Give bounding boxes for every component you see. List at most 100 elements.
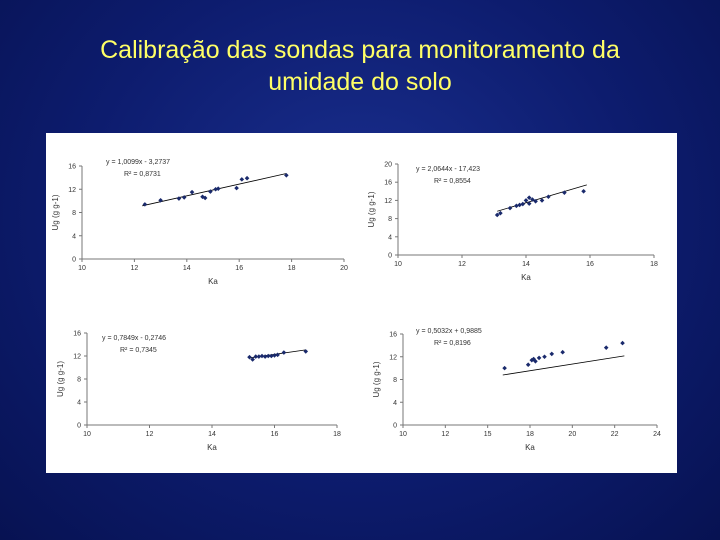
data-point: [213, 186, 218, 192]
x-tick-label: 18: [526, 431, 534, 438]
x-tick-label: 12: [458, 261, 466, 268]
y-tick-label: 4: [393, 400, 397, 407]
data-point: [262, 354, 268, 359]
data-point: [239, 177, 245, 182]
x-tick-label: 14: [522, 261, 530, 268]
data-point: [275, 352, 280, 358]
x-tick-label: 10: [78, 265, 86, 272]
x-tick-label: 16: [586, 261, 594, 268]
x-tick-label: 20: [568, 431, 576, 438]
data-point: [603, 345, 609, 350]
data-point: [526, 195, 532, 200]
x-tick-label: 12: [441, 431, 449, 438]
r-squared-label: R² = 0,8554: [434, 178, 471, 185]
x-tick-label: 22: [611, 431, 619, 438]
y-tick-label: 16: [73, 331, 81, 338]
y-tick-label: 8: [72, 210, 76, 217]
data-point: [281, 350, 287, 355]
x-tick-label: 16: [271, 431, 279, 438]
charts-canvas: 10 12 14 16 18 20 0 4 8 12 16 Ka Ug (g g-1) y = 1,009…: [51, 159, 661, 453]
slide-title-line2: umidade do solo: [268, 68, 452, 96]
data-point: [244, 175, 250, 181]
chart-3: 10 12 14 16 18 0 4 8 12 16 Ka Ug (g g-1) y = 0,7849x…: [56, 331, 341, 453]
y-tick-label: 4: [388, 234, 392, 241]
data-point: [502, 365, 507, 371]
data-point: [542, 354, 547, 360]
y-tick-label: 12: [73, 354, 81, 361]
data-point: [272, 353, 277, 358]
trend-line: [497, 184, 587, 212]
y-tick-label: 8: [77, 377, 81, 384]
x-tick-label: 20: [340, 265, 348, 272]
x-tick-label: 10: [394, 261, 402, 268]
y-tick-label: 12: [68, 187, 76, 194]
r-squared-label: R² = 0,7345: [120, 347, 157, 354]
y-tick-label: 12: [384, 198, 392, 205]
data-point: [284, 173, 289, 178]
data-point: [533, 359, 538, 364]
x-axis-label: Ka: [208, 277, 218, 286]
data-point: [620, 340, 625, 346]
data-point: [256, 354, 262, 359]
y-tick-label: 16: [68, 164, 76, 171]
data-point: [520, 201, 526, 207]
slide-title-line1: Calibração das sondas para monitoramento…: [100, 36, 620, 64]
data-point: [536, 355, 542, 361]
regression-equation: y = 0,5032x + 0,9885: [416, 328, 482, 335]
data-point: [533, 199, 538, 204]
data-point: [546, 194, 551, 200]
y-tick-label: 4: [77, 400, 81, 407]
slide-title: Calibração das sondas para monitoramento…: [40, 34, 680, 98]
data-point: [259, 353, 265, 359]
y-axis-label: Ug (g g-1): [367, 191, 376, 227]
data-point: [202, 195, 208, 201]
data-point: [526, 201, 532, 206]
data-point: [189, 189, 195, 195]
chart-1: 10 12 14 16 18 20 0 4 8 12 16 Ka Ug (g g-1) y = 1,009…: [51, 159, 348, 286]
y-tick-label: 0: [388, 253, 392, 260]
y-tick-label: 16: [389, 332, 397, 339]
x-tick-label: 18: [333, 431, 341, 438]
y-tick-label: 0: [72, 257, 76, 264]
chart-2: 10 12 14 16 18 0 4 8 12 16 20 Ka Ug (g g-1) y = 2,064…: [367, 162, 658, 283]
y-tick-label: 20: [384, 162, 392, 169]
regression-equation: y = 2,0644x - 17,423: [416, 166, 480, 173]
chart-panel: 10 12 14 16 18 20 0 4 8 12 16 Ka Ug (g g-1) y = 1,009…: [46, 133, 677, 473]
regression-equation: y = 0,7849x - 0,2746: [102, 335, 166, 342]
x-tick-label: 14: [208, 431, 216, 438]
y-tick-label: 16: [384, 180, 392, 187]
x-tick-label: 14: [183, 265, 191, 272]
data-point: [253, 354, 259, 359]
data-point: [531, 356, 536, 362]
regression-equation: y = 1,0099x - 3,2737: [106, 159, 170, 166]
chart-4: 10 12 15 18 20 22 24 0 4 8 12 16 Ka Ug (g g-1) y = 0,5…: [372, 328, 661, 452]
x-tick-label: 18: [288, 265, 296, 272]
data-point: [269, 353, 274, 359]
x-tick-label: 15: [484, 431, 492, 438]
x-axis-label: Ka: [521, 273, 531, 282]
data-point: [560, 349, 565, 355]
x-tick-label: 10: [83, 431, 91, 438]
y-tick-label: 4: [72, 233, 76, 240]
y-axis-label: Ug (g g-1): [372, 361, 381, 397]
data-point: [525, 362, 531, 368]
y-tick-label: 0: [77, 423, 81, 430]
x-tick-label: 24: [653, 431, 661, 438]
data-point: [250, 357, 255, 362]
data-point: [581, 189, 586, 194]
data-point: [200, 194, 205, 200]
data-point: [507, 205, 513, 211]
data-point: [234, 185, 239, 191]
x-axis-label: Ka: [525, 443, 535, 452]
x-axis-label: Ka: [207, 443, 217, 452]
y-tick-label: 12: [389, 354, 397, 361]
y-tick-label: 8: [393, 377, 397, 384]
x-tick-label: 18: [650, 261, 658, 268]
data-point: [265, 353, 271, 359]
trend-line: [502, 355, 625, 376]
x-tick-label: 12: [131, 265, 139, 272]
data-point: [247, 354, 252, 360]
y-axis-label: Ug (g g-1): [56, 361, 65, 397]
data-point: [549, 351, 555, 357]
y-tick-label: 0: [393, 423, 397, 430]
